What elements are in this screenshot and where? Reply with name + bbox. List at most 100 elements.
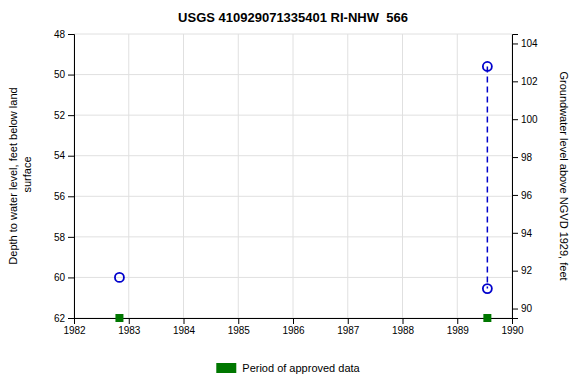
tick-mark — [68, 75, 74, 76]
tick-mark — [68, 34, 74, 35]
tick-label: 48 — [54, 29, 66, 40]
grid-line — [74, 74, 512, 75]
tick-mark — [68, 115, 74, 116]
tick: 1986 — [282, 318, 305, 336]
point — [483, 284, 492, 293]
tick-label: 1983 — [118, 325, 141, 336]
tick-label: 1982 — [63, 325, 86, 336]
tick: 1987 — [337, 318, 360, 336]
tick-mark — [512, 119, 518, 120]
chart: 1982 1983 1984 1985 1986 1987 1988 1989 1990 48 50… — [0, 0, 576, 384]
tick-label: 1985 — [228, 325, 251, 336]
tick: 96 — [512, 190, 533, 201]
tick: 52 — [54, 110, 74, 121]
tick-label: 1984 — [173, 325, 196, 336]
tick-label: 54 — [54, 150, 66, 161]
point — [115, 273, 124, 282]
tick-mark — [512, 309, 518, 310]
tick: 94 — [512, 228, 533, 239]
tick-label: 100 — [521, 114, 538, 125]
line — [487, 66, 489, 288]
tick: 104 — [512, 38, 538, 49]
legend: Period of approved data — [216, 362, 360, 374]
tick: 102 — [512, 76, 538, 87]
grid-line — [74, 277, 512, 278]
legend-label: Period of approved data — [242, 362, 360, 374]
legend-swatch — [216, 363, 236, 373]
tick: 54 — [54, 150, 74, 161]
tick: 98 — [512, 152, 533, 163]
tick-label: 92 — [521, 265, 533, 276]
tick: 90 — [512, 303, 533, 314]
tick-label: 56 — [54, 191, 66, 202]
plot: 1982 1983 1984 1985 1986 1987 1988 1989 1990 48 50… — [54, 29, 538, 336]
tick-label: 94 — [521, 228, 533, 239]
axis-line — [68, 35, 75, 319]
tick-label: 1989 — [447, 325, 470, 336]
grid-line — [347, 34, 348, 318]
tick-label: 1988 — [392, 325, 415, 336]
tick: 92 — [512, 265, 533, 276]
axis-line — [75, 319, 513, 325]
tick-label: 1986 — [282, 325, 305, 336]
tick-mark — [348, 318, 349, 324]
grid — [74, 34, 512, 318]
point — [483, 62, 492, 71]
tick-mark — [512, 271, 518, 272]
tick: 56 — [54, 191, 74, 202]
tick-label: 98 — [521, 152, 533, 163]
tick-mark — [512, 81, 518, 82]
y2-axis: 90 92 94 96 98 100 102 104 — [512, 35, 538, 319]
grid-line — [74, 236, 512, 237]
tick: 60 — [54, 272, 74, 283]
tick: 50 — [54, 69, 74, 80]
tick-label: 1990 — [501, 325, 524, 336]
tick-label: 96 — [521, 190, 533, 201]
tick-label: 104 — [521, 38, 538, 49]
tick: 100 — [512, 114, 538, 125]
grid-line — [74, 115, 512, 116]
tick-mark — [68, 237, 74, 238]
grid-line — [293, 34, 294, 318]
point — [115, 314, 123, 322]
tick: 1982 — [63, 318, 86, 336]
x-axis: 1982 1983 1984 1985 1986 1987 1988 1989 1990 — [63, 318, 524, 336]
tick-mark — [129, 318, 130, 324]
tick-label: 50 — [54, 69, 66, 80]
title: USGS 410929071335401 RI-NHW 566 — [178, 10, 408, 25]
grid-line — [183, 34, 184, 318]
tick-mark — [293, 318, 294, 324]
tick-mark — [512, 43, 518, 44]
tick-label: 52 — [54, 110, 66, 121]
tick: 1984 — [173, 318, 196, 336]
tick: 1989 — [447, 318, 470, 336]
tick-mark — [68, 156, 74, 157]
grid-line — [128, 34, 129, 318]
y-axis: 48 50 52 54 56 58 60 62 — [54, 29, 75, 324]
tick-mark — [512, 157, 518, 158]
tick: 58 — [54, 232, 74, 243]
grid-line — [238, 34, 239, 318]
tick-mark — [512, 233, 518, 234]
tick: 1990 — [501, 318, 524, 336]
tick-label: 62 — [54, 313, 66, 324]
tick-mark — [512, 195, 518, 196]
tick-mark — [403, 318, 404, 324]
tick-label: 58 — [54, 232, 66, 243]
grid-line — [74, 155, 512, 156]
marks — [115, 62, 492, 322]
tick-label: 102 — [521, 76, 538, 87]
point — [483, 314, 491, 322]
tick-mark — [457, 318, 458, 324]
tick-mark — [238, 318, 239, 324]
y-axis-title: Depth to water level, feet below land su… — [7, 87, 32, 264]
tick-label: 1987 — [337, 325, 360, 336]
legend-item: Period of approved data — [216, 362, 360, 374]
tick: 1985 — [228, 318, 251, 336]
tick-label: 60 — [54, 272, 66, 283]
grid-line — [402, 34, 403, 318]
grid-line — [74, 34, 512, 35]
grid-line — [74, 196, 512, 197]
tick-mark — [68, 277, 74, 278]
axis-line — [513, 35, 519, 319]
